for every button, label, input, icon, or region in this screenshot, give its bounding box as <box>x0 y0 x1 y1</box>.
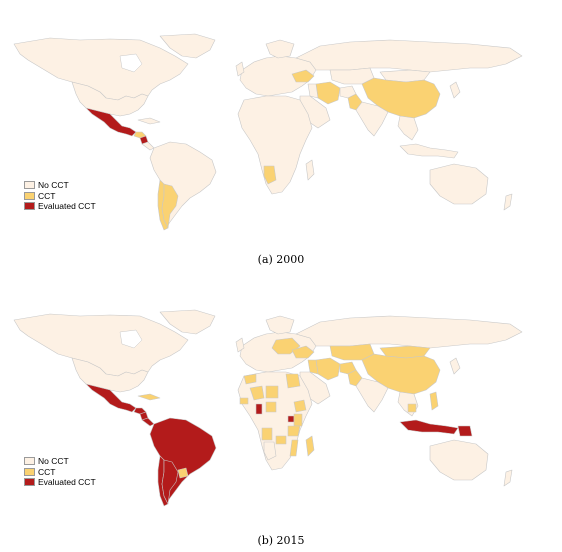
map-legend: No CCT CCT Evaluated CCT <box>24 180 96 212</box>
country-india <box>355 101 389 137</box>
legend-item-no-cct: No CCT <box>24 456 96 467</box>
region-europe <box>239 55 317 97</box>
legend-label: Evaluated CCT <box>38 477 96 487</box>
legend-swatch <box>24 478 35 487</box>
legend-item-evaluated-cct: Evaluated CCT <box>24 201 96 212</box>
legend-label: CCT <box>38 190 56 201</box>
country-cuba <box>137 393 161 401</box>
country-iraq <box>307 359 319 375</box>
legend-label: CCT <box>38 466 56 477</box>
country-new-zealand <box>503 469 513 487</box>
country-madagascar <box>305 435 315 457</box>
region-southeast-asia <box>397 115 419 141</box>
map-panel-2015: No CCT CCT Evaluated CCT (b) 2015 <box>0 276 562 552</box>
legend-item-evaluated-cct: Evaluated CCT <box>24 477 96 488</box>
map-legend: No CCT CCT Evaluated CCT <box>24 456 96 488</box>
legend-label: No CCT <box>38 180 69 190</box>
country-iraq <box>307 83 319 99</box>
country-mexico <box>85 383 137 413</box>
world-map-2000 <box>13 33 523 231</box>
legend-swatch <box>24 467 35 476</box>
country-senegal <box>239 397 249 405</box>
country-japan <box>449 81 461 99</box>
country-uruguay <box>177 467 189 479</box>
country-morocco <box>243 373 257 385</box>
country-angola <box>261 427 273 441</box>
country-namibia <box>263 165 277 185</box>
country-cambodia <box>407 403 417 413</box>
country-mexico <box>85 107 137 137</box>
legend-item-cct: CCT <box>24 191 96 202</box>
country-namibia <box>263 441 277 461</box>
region-africa <box>237 95 313 195</box>
region-indonesia <box>399 143 459 159</box>
country-ethiopia <box>293 399 307 413</box>
country-nigeria <box>265 401 277 413</box>
country-indonesia <box>399 419 459 435</box>
legend-item-cct: CCT <box>24 467 96 478</box>
country-uk <box>235 61 245 77</box>
country-zambia <box>275 435 287 445</box>
country-australia <box>429 163 489 205</box>
country-madagascar <box>305 159 315 181</box>
country-iran <box>315 81 341 105</box>
country-argentina <box>161 183 179 229</box>
country-cuba <box>137 117 161 125</box>
legend-item-no-cct: No CCT <box>24 180 96 191</box>
region-scandinavia <box>265 39 295 59</box>
country-mozambique <box>289 439 299 457</box>
country-kenya <box>293 413 303 427</box>
country-uganda <box>287 415 295 423</box>
country-ghana <box>255 403 263 415</box>
hudson-bay <box>119 329 143 349</box>
region-central-america-south <box>141 141 155 151</box>
country-new-zealand <box>503 193 513 211</box>
country-turkey <box>291 69 315 83</box>
region-scandinavia <box>265 315 295 335</box>
legend-swatch <box>24 181 35 190</box>
country-australia <box>429 439 489 481</box>
map-panel-2000: No CCT CCT Evaluated CCT (a) 2000 <box>13 33 523 266</box>
legend-swatch <box>24 457 35 466</box>
country-argentina <box>161 459 179 505</box>
country-niger <box>265 385 279 399</box>
legend-swatch <box>24 202 35 211</box>
figure-caption-2015: (b) 2015 <box>257 534 305 547</box>
country-uk <box>235 337 245 353</box>
region-central-america-south <box>141 417 155 427</box>
region-north-america <box>13 37 189 101</box>
country-philippines <box>429 391 439 411</box>
country-tanzania <box>287 425 301 437</box>
country-iran <box>315 357 341 381</box>
country-russia <box>295 39 523 73</box>
region-greenland <box>159 309 216 335</box>
legend-swatch <box>24 191 35 200</box>
region-north-america <box>13 313 189 377</box>
country-egypt <box>285 373 301 389</box>
country-papua-new-guinea <box>457 425 473 437</box>
hudson-bay <box>119 53 143 73</box>
country-russia <box>295 315 523 349</box>
world-map-2015 <box>13 309 523 507</box>
legend-label: Evaluated CCT <box>38 201 96 211</box>
country-turkey <box>291 345 315 359</box>
country-japan <box>449 357 461 375</box>
region-greenland <box>159 33 216 59</box>
country-mali <box>249 385 265 401</box>
country-india <box>355 377 389 413</box>
figure-caption-2000: (a) 2000 <box>257 253 305 266</box>
legend-label: No CCT <box>38 456 69 466</box>
